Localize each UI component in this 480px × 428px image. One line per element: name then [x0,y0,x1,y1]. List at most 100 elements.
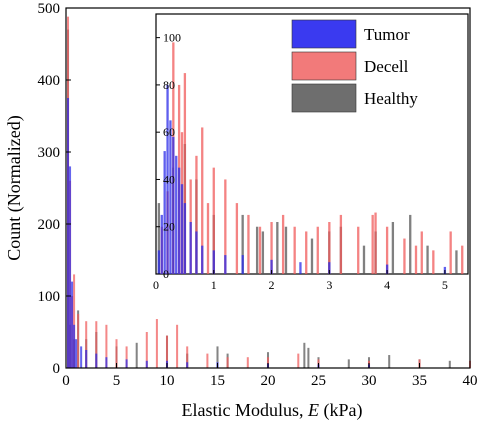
inset-bar-tumor [160,214,163,274]
inset-x-tick-label: 0 [153,278,159,292]
main-bar-decell [73,274,76,368]
legend-label-healthy: Healthy [364,89,418,108]
inset-bar-decell [195,155,198,274]
inset-bar-tumor [299,262,302,274]
inset-bar-tumor [175,155,178,274]
main-bar-healthy [347,359,350,368]
main-bar-tumor [95,353,98,368]
x-tick-label: 35 [412,373,427,389]
inset-y-tick-label: 100 [163,31,181,45]
main-bar-tumor [71,281,74,368]
inset-y-tick-label: 60 [163,125,175,139]
x-tick-label: 20 [261,373,276,389]
inset-bar-decell [212,167,215,274]
inset-bar-decell [258,226,262,274]
x-tick-label: 30 [362,373,377,389]
inset-bar-tumor [195,231,198,274]
main-bar-decell [85,321,88,368]
x-tick-label: 10 [160,373,175,389]
inset-bar-decell [293,226,296,274]
main-bar-decell [115,339,118,368]
main-bar-decell [105,324,108,368]
y-tick-label: 300 [38,145,61,161]
main-bar-decell [186,346,189,368]
main-bar-decell [297,353,300,368]
y-tick-label: 500 [38,1,61,17]
inset-bar-tumor [189,222,192,274]
legend: Tumor Decell Healthy [291,19,418,113]
inset-bar-healthy [157,203,161,274]
inset-bar-decell [403,238,406,274]
inset-bar-tumor [328,262,331,274]
main-bar-tumor [67,98,70,368]
inset-bar-healthy [255,226,259,274]
main-bar-decell [95,321,98,368]
inset-bar-decell [183,73,187,274]
main-bar-decell [266,357,270,368]
inset-bar-healthy [391,222,395,274]
inset-bar-healthy [241,214,244,274]
inset-bar-decell [328,222,331,274]
inset-y-tick-label: 40 [163,172,175,186]
x-tick-label: 15 [210,373,225,389]
inset-bar-healthy [409,214,412,274]
main-bar-tumor [85,350,88,368]
inset-bar-decell [281,214,285,274]
inset-bar-decell [432,250,435,274]
main-bar-tumor [105,357,108,368]
main-bar-tumor [75,339,78,368]
inset-x-tick-label: 2 [269,278,275,292]
inset-bar-tumor [163,151,166,274]
inset-bar-decell [385,226,389,274]
inset-bar-healthy [284,226,288,274]
inset-y-tick-label: 80 [163,78,175,92]
inset-bar-decell [414,245,418,274]
y-tick-label: 0 [53,361,61,377]
inset-bar-decell [339,214,343,274]
x-tick-label: 5 [113,373,121,389]
main-bar-healthy [135,342,138,368]
inset-bar-tumor [172,136,175,274]
inset-bar-decell [357,226,360,274]
inset-bar-tumor [270,259,273,274]
inset-bar-healthy [261,231,265,274]
main-bar-decell [176,324,179,368]
inset-bar-tumor [166,84,169,274]
x-axis-label-variable: E [307,400,319,420]
inset-y-tick-label: 20 [163,220,175,234]
main-bar-tumor [80,346,83,368]
inset-axes: 0 1 2 3 4 5 0 20 40 60 80 100 [153,31,448,292]
inset-bar-tumor [224,255,227,274]
main-bar-healthy [303,342,306,368]
inset-bar-decell [235,203,239,274]
inset-x-tick-label: 4 [384,278,390,292]
inset-bar-tumor [212,250,215,274]
legend-swatch-tumor [291,19,357,49]
legend-label-decell: Decell [364,57,409,76]
main-bar-tumor [186,362,189,368]
inset-bar-tumor [385,264,389,274]
y-tick-label: 400 [38,73,61,89]
main-bar-tumor [69,166,72,368]
inset-bar-healthy [310,238,314,274]
inset-bar-healthy [362,245,366,274]
x-tick-label: 0 [62,373,70,389]
main-bar-tumor [125,359,128,368]
inset-bar-tumor [201,245,204,274]
main-bar-decell [165,335,169,368]
inset-bar-tumor [177,167,181,274]
inset-bar-decell [201,127,204,274]
main-bar-healthy [388,355,391,368]
main-bar-decell [155,319,158,368]
main-bar-decell [206,353,209,368]
main-bar-decell [125,346,128,368]
main-bar-healthy [216,346,219,368]
x-axis-label-suffix: (kPa) [319,400,363,421]
inset-x-tick-label: 5 [442,278,448,292]
inset-bar-decell [374,212,377,274]
inset-bar-healthy [455,250,458,274]
inset-bar-decell [316,226,319,274]
inset-bar-decell [449,231,452,274]
